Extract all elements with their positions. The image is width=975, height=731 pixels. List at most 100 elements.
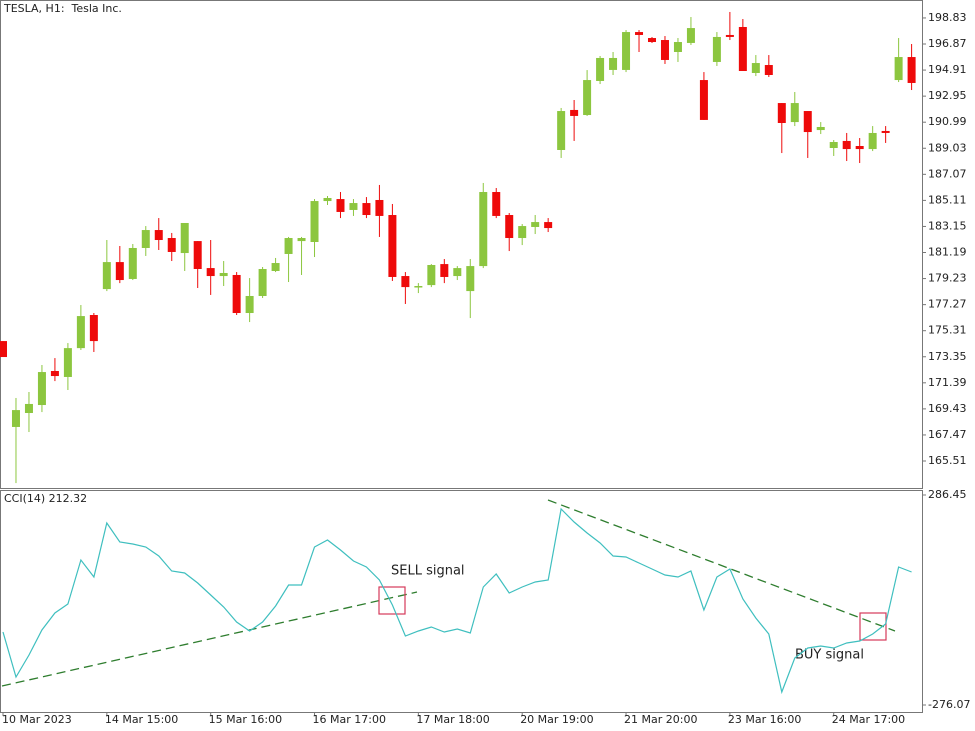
- candle-body: [816, 126, 825, 131]
- candle-body: [557, 111, 566, 150]
- support-trendline: [1, 591, 418, 687]
- candle-body: [310, 201, 319, 243]
- candle-body: [336, 199, 345, 212]
- candle-body: [375, 199, 384, 216]
- x-tick-label: 14 Mar 15:00: [105, 713, 178, 726]
- candle-body: [738, 26, 747, 72]
- candle-body: [466, 266, 475, 292]
- candle-body: [11, 410, 20, 427]
- candle-body: [894, 57, 903, 81]
- x-tick-label: 10 Mar 2023: [2, 713, 72, 726]
- candle-body: [219, 272, 228, 277]
- y-tick-label: 175.31: [928, 324, 967, 337]
- y-tick-label: 169.43: [928, 402, 967, 415]
- y-tick-label: 187.07: [928, 167, 967, 180]
- y-tick-label: 177.27: [928, 298, 967, 311]
- candle-body: [907, 57, 916, 83]
- candle-body: [881, 130, 890, 133]
- candle-body: [349, 203, 358, 210]
- candle-body: [777, 103, 786, 123]
- candle-body: [453, 268, 462, 277]
- candle-body: [102, 262, 111, 290]
- candle-body: [673, 42, 682, 52]
- candle-body: [37, 372, 46, 406]
- y-tick-label: 190.99: [928, 115, 967, 128]
- annotation: SELL signal: [391, 564, 465, 579]
- candle-body: [492, 192, 501, 216]
- x-tick-label: 15 Mar 16:00: [209, 713, 282, 726]
- candle-body: [505, 215, 514, 239]
- x-tick-label: 17 Mar 18:00: [416, 713, 489, 726]
- candle-body: [258, 268, 267, 296]
- candle-body: [193, 241, 202, 269]
- y-tick-label: 179.23: [928, 272, 967, 285]
- price-panel-frame: [0, 0, 923, 489]
- y-tick-label: 167.47: [928, 428, 967, 441]
- y-tick-label: 189.03: [928, 141, 967, 154]
- sell-signal-box: [378, 586, 406, 615]
- candle-body: [167, 238, 176, 252]
- candle-body: [427, 265, 436, 286]
- candle-body: [855, 146, 864, 150]
- candle-body: [648, 38, 656, 43]
- candle-body: [583, 80, 592, 116]
- candle-body: [128, 247, 137, 279]
- candle-body: [401, 276, 410, 288]
- candle-body: [297, 238, 306, 242]
- candle-body: [764, 65, 773, 75]
- candle-body: [596, 57, 605, 81]
- candle-body: [245, 295, 254, 314]
- candle-body: [206, 268, 215, 277]
- candle-body: [868, 132, 877, 150]
- candle-body: [232, 274, 241, 314]
- candle-body: [842, 140, 851, 150]
- y-tick-label: 185.11: [928, 193, 967, 206]
- y-tick-label: 286.45: [928, 488, 967, 501]
- candle-body: [699, 80, 708, 120]
- x-tick-label: 21 Mar 20:00: [624, 713, 697, 726]
- x-tick-label: 24 Mar 17:00: [832, 713, 905, 726]
- candle-body: [180, 222, 189, 254]
- y-tick-label: 183.15: [928, 219, 967, 232]
- candle-body: [414, 286, 423, 288]
- cci-line: [2, 507, 912, 695]
- candle-body: [570, 109, 579, 116]
- candle-body: [829, 142, 838, 148]
- candle-body: [271, 263, 280, 271]
- y-tick-label: 181.19: [928, 246, 967, 259]
- candle-body: [803, 111, 812, 133]
- resistance-trendline: [547, 499, 896, 632]
- y-tick-label: 192.95: [928, 89, 967, 102]
- chart-title: TESLA, H1: Tesla Inc.: [3, 2, 122, 15]
- candle-body: [635, 32, 644, 35]
- buy-signal-box: [859, 612, 887, 641]
- candle-body: [790, 103, 799, 123]
- candle-body: [479, 192, 488, 267]
- candle-body: [660, 40, 669, 60]
- x-tick-label: 20 Mar 19:00: [520, 713, 593, 726]
- candle-body: [89, 315, 98, 342]
- y-tick-label: 173.35: [928, 350, 967, 363]
- candle-body: [63, 348, 72, 377]
- candle-body: [622, 32, 631, 70]
- x-tick-label: 16 Mar 17:00: [313, 713, 386, 726]
- candle-body: [76, 316, 85, 349]
- x-tick-label: 23 Mar 16:00: [728, 713, 801, 726]
- y-tick-label: 194.91: [928, 63, 967, 76]
- candle-body: [388, 215, 397, 277]
- indicator-title: CCI(14) 212.32: [4, 492, 87, 505]
- candle-body: [531, 222, 540, 227]
- candle-body: [609, 57, 618, 70]
- candle-body: [712, 36, 721, 62]
- candle-body: [686, 28, 695, 43]
- y-tick-label: 171.39: [928, 376, 967, 389]
- candle-body: [323, 197, 332, 202]
- candle-body: [751, 63, 760, 74]
- candle-body: [518, 226, 527, 239]
- candle-body: [0, 341, 7, 358]
- candle-body: [115, 262, 124, 281]
- candle-body: [440, 264, 449, 277]
- candle-body: [24, 403, 33, 414]
